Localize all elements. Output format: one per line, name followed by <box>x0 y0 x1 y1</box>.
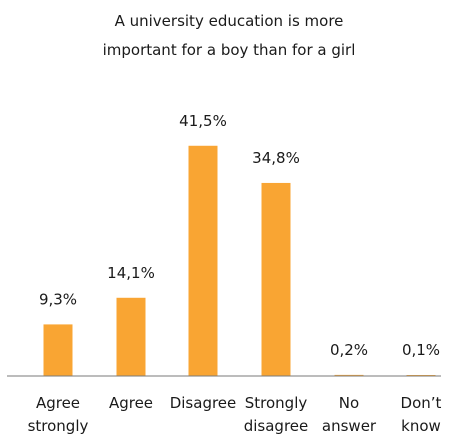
category-label: No <box>339 394 359 412</box>
category-label: Agree <box>36 394 80 412</box>
category-label: Disagree <box>170 394 237 412</box>
value-label: 41,5% <box>179 112 227 130</box>
bar <box>116 297 146 376</box>
chart-title: A university education is more important… <box>103 12 356 59</box>
chart-title-line-2: important for a boy than for a girl <box>103 41 356 59</box>
bar <box>43 324 73 376</box>
value-label: 34,8% <box>252 149 300 167</box>
value-label: 9,3% <box>39 290 77 308</box>
category-label: answer <box>322 417 377 435</box>
value-label: 0,2% <box>330 341 368 359</box>
category-label: know <box>401 417 441 435</box>
value-labels-group: 9,3% 14,1% 41,5% 34,8% 0,2% 0,1% <box>39 112 440 359</box>
bar <box>261 182 291 376</box>
category-label: strongly <box>28 417 89 435</box>
category-label: Strongly <box>245 394 308 412</box>
chart-title-line-1: A university education is more <box>115 12 344 30</box>
category-label: Don’t <box>401 394 442 412</box>
bars-group <box>43 145 436 376</box>
category-label: disagree <box>244 417 309 435</box>
bar <box>334 374 364 376</box>
value-label: 14,1% <box>107 264 155 282</box>
value-label: 0,1% <box>402 341 440 359</box>
category-labels-group: Agree strongly Agree Disagree Strongly disagr… <box>28 394 442 435</box>
bar <box>188 145 218 376</box>
category-label: Agree <box>109 394 153 412</box>
